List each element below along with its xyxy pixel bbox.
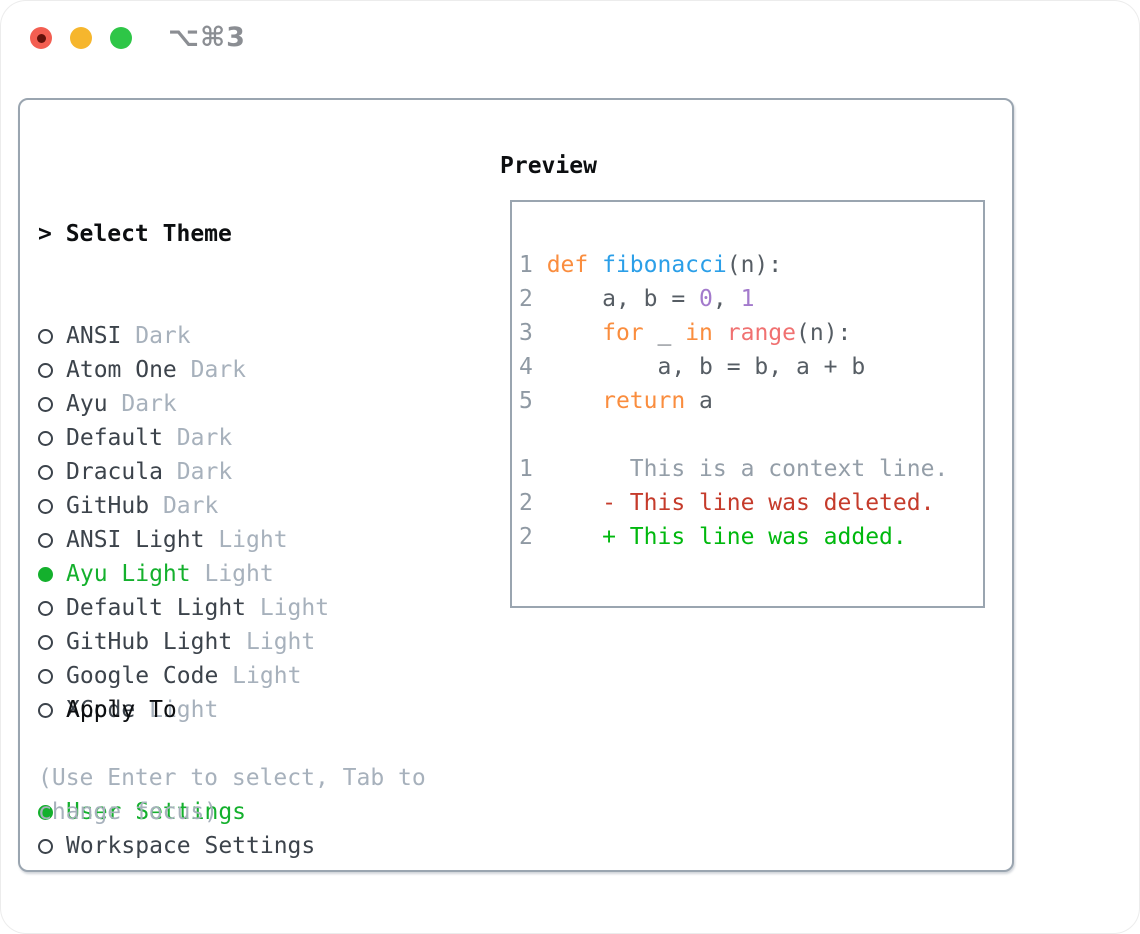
theme-variant: Dark (107, 391, 177, 417)
theme-item-ansi-light[interactable]: ANSI Light Light (38, 523, 329, 557)
radio-icon (38, 498, 53, 514)
code-line: 2 + This line was added. (519, 524, 907, 550)
radio-icon (38, 362, 53, 378)
theme-item-google-code[interactable]: Google Code Light (38, 659, 329, 693)
theme-name: Atom One (66, 357, 177, 383)
code-line: 1 def fibonacci(n): (519, 252, 783, 278)
traffic-lights (30, 27, 132, 49)
code-line: 3 for _ in range(n): (519, 320, 852, 346)
apply-to-options: User Settings Workspace Settings (38, 795, 315, 863)
close-button[interactable] (30, 27, 52, 49)
theme-variant: Dark (149, 493, 219, 519)
theme-name: ANSI Light (66, 527, 205, 553)
theme-variant: Light (190, 561, 274, 587)
help-text: (Use Enter to select, Tab to change focu… (38, 765, 426, 825)
theme-variant: Light (232, 629, 316, 655)
radio-icon (38, 328, 53, 344)
code-line: 4 a, b = b, a + b (519, 354, 866, 380)
apply-to-title: Apply To (66, 697, 177, 723)
theme-variant: Dark (121, 323, 191, 349)
theme-item-xcode[interactable]: XCode Light (38, 693, 329, 727)
theme-item-github[interactable]: GitHub Dark (38, 489, 329, 523)
theme-item-default[interactable]: Default Dark (38, 421, 329, 455)
apply-option-workspace-settings[interactable]: Workspace Settings (38, 829, 315, 863)
unsaved-dot-icon (36, 33, 46, 43)
theme-variant: Light (246, 595, 330, 621)
theme-item-ansi[interactable]: ANSI Dark (38, 319, 329, 353)
preview-box: 1 def fibonacci(n): 2 a, b = 0, 1 3 for _ … (510, 200, 985, 608)
radio-icon (38, 532, 53, 548)
theme-name: GitHub Light (66, 629, 233, 655)
radio-icon (38, 430, 53, 446)
radio-icon (38, 668, 53, 684)
radio-icon (38, 838, 53, 854)
theme-variant: Dark (176, 357, 247, 383)
theme-name: Ayu Light (66, 561, 191, 587)
theme-list-title: > Select Theme (38, 221, 232, 247)
theme-name: ANSI (66, 323, 122, 349)
theme-variant: Light (204, 527, 288, 553)
theme-name: Default (66, 425, 163, 451)
radio-selected-icon (38, 804, 53, 820)
preview-title: Preview (500, 153, 597, 179)
theme-item-ayu-light[interactable]: Ayu Light Light (38, 557, 329, 591)
minimize-button[interactable] (70, 27, 92, 49)
theme-name: XCode (66, 697, 136, 723)
theme-name: GitHub (66, 493, 150, 519)
theme-variant: Light (135, 697, 219, 723)
theme-variant: Light (218, 663, 302, 689)
code-line: 2 a, b = 0, 1 (519, 286, 755, 312)
apply-option-label: User Settings (66, 799, 247, 825)
radio-selected-icon (38, 566, 53, 582)
theme-variant: Dark (162, 425, 233, 451)
zoom-button[interactable] (110, 27, 132, 49)
theme-item-dracula[interactable]: Dracula Dark (38, 455, 329, 489)
theme-variant: Dark (162, 459, 233, 485)
theme-name: Ayu (66, 391, 108, 417)
theme-name: Google Code (66, 663, 219, 689)
radio-icon (38, 464, 53, 480)
radio-icon (38, 634, 53, 650)
radio-icon (38, 600, 53, 616)
theme-list: > Select Theme ANSI Dark Atom One Dark Ayu… (38, 149, 329, 795)
radio-icon (38, 396, 53, 412)
window-shortcut-label: ⌥⌘3 (168, 22, 246, 53)
theme-item-ayu[interactable]: Ayu Dark (38, 387, 329, 421)
radio-icon (38, 702, 53, 718)
apply-option-label: Workspace Settings (66, 833, 316, 859)
code-line: 2 - This line was deleted. (519, 490, 935, 516)
theme-list-items: ANSI Dark Atom One Dark Ayu Dark Default Da… (38, 319, 329, 727)
title-bar: ⌥⌘3 (0, 0, 1140, 70)
theme-item-atom-one[interactable]: Atom One Dark (38, 353, 329, 387)
theme-name: Dracula (66, 459, 163, 485)
theme-name: Default Light (66, 595, 247, 621)
theme-item-default-light[interactable]: Default Light Light (38, 591, 329, 625)
apply-to-section: Apply To User Settings Workspace Settings (38, 625, 315, 931)
code-line (519, 418, 977, 452)
code-line: 5 return a (519, 388, 713, 414)
preview-code: 1 def fibonacci(n): 2 a, b = 0, 1 3 for _ … (519, 248, 977, 554)
theme-item-github-light[interactable]: GitHub Light Light (38, 625, 329, 659)
apply-option-user-settings[interactable]: User Settings (38, 795, 315, 829)
code-line: 1 This is a context line. (519, 456, 949, 482)
